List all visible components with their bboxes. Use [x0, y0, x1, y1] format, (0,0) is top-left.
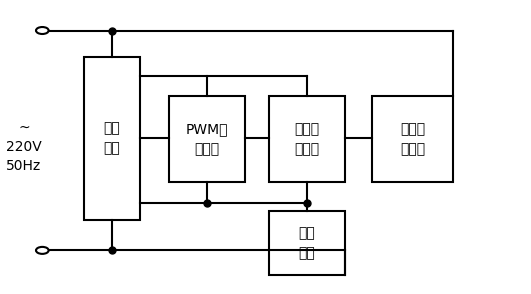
Text: ~
220V
50Hz: ~ 220V 50Hz [6, 121, 42, 173]
Text: PWM信
号模块: PWM信 号模块 [186, 122, 228, 156]
Text: 功率控
制电路: 功率控 制电路 [400, 122, 425, 156]
Bar [84, 57, 140, 220]
Bar [372, 96, 453, 182]
Text: 栅极驱
动电路: 栅极驱 动电路 [295, 122, 320, 156]
Bar [169, 96, 245, 182]
Bar [269, 96, 345, 182]
Text: 单相
负载: 单相 负载 [298, 226, 315, 260]
Text: 供电
电路: 供电 电路 [104, 121, 121, 155]
Bar [269, 211, 345, 275]
